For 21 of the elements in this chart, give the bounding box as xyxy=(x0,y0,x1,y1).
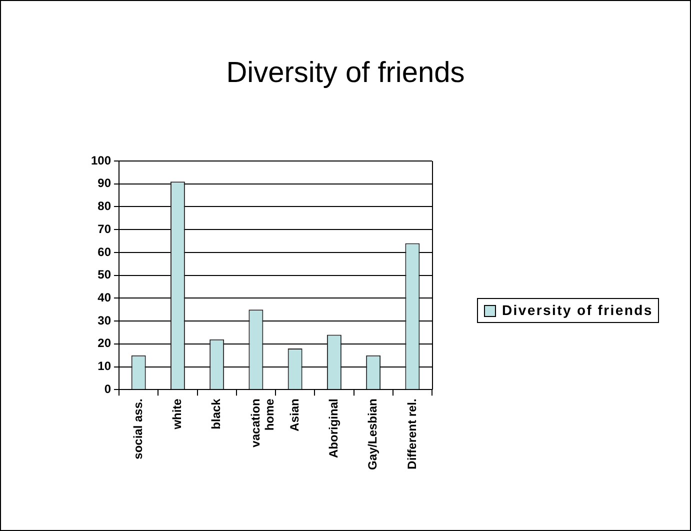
x-tick-label: vacation home xyxy=(248,398,277,448)
y-tick-label: 90 xyxy=(98,176,112,190)
y-tick-label: 80 xyxy=(98,199,112,214)
y-tick-label: 10 xyxy=(98,359,112,374)
x-tick-label: social ass. xyxy=(130,398,145,460)
x-tick-label: black xyxy=(209,398,224,430)
x-tick-label: Different rel. xyxy=(404,398,419,470)
y-tick-label: 20 xyxy=(98,336,112,350)
y-tick-label: 40 xyxy=(98,290,112,304)
y-tick-label: 60 xyxy=(98,244,112,259)
y-tick-label: 70 xyxy=(98,222,112,236)
y-tick-label: 0 xyxy=(104,382,112,396)
legend-label: Diversity of friends xyxy=(502,302,653,318)
y-tick-label: 30 xyxy=(98,313,112,328)
x-tick-label: Asian xyxy=(287,398,302,432)
x-tick-label: Gay/Lesbian xyxy=(366,398,380,470)
chart-title: Diversity of friends xyxy=(225,56,466,90)
x-tick-label: Aboriginal xyxy=(326,398,341,458)
x-tick-label: white xyxy=(170,398,184,430)
y-tick-label: 50 xyxy=(98,268,112,282)
y-tick-label: 100 xyxy=(90,153,112,168)
